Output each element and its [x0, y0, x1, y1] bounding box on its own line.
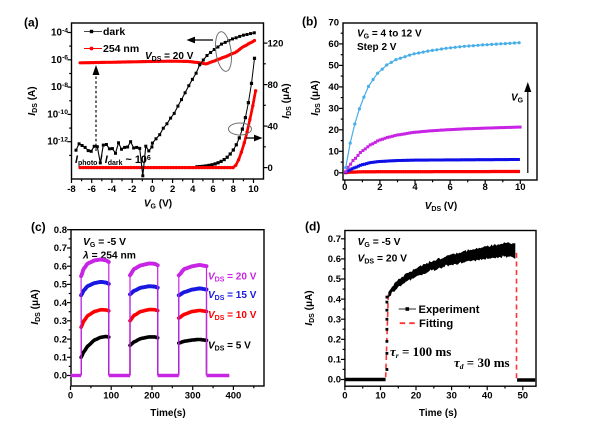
svg-text:2: 2 — [377, 182, 382, 193]
svg-text:VG = 4 to 12 V: VG = 4 to 12 V — [357, 29, 422, 41]
svg-text:-6: -6 — [87, 184, 95, 195]
svg-text:0.5: 0.5 — [328, 274, 342, 285]
svg-text:0.4: 0.4 — [54, 298, 68, 309]
svg-text:254 nm: 254 nm — [103, 43, 139, 55]
svg-text:Experiment: Experiment — [419, 304, 480, 316]
svg-text:τr = 100 ms: τr = 100 ms — [390, 344, 451, 360]
svg-text:VG: VG — [511, 93, 524, 105]
svg-text:0: 0 — [68, 390, 73, 401]
svg-text:-8: -8 — [67, 184, 75, 195]
svg-text:60: 60 — [328, 39, 339, 50]
svg-text:0.3: 0.3 — [54, 316, 67, 327]
svg-text:10: 10 — [375, 390, 386, 401]
svg-text:VG = -5 V: VG = -5 V — [358, 237, 401, 249]
svg-text:Iphoto / Idark ~ 106: Iphoto / Idark ~ 106 — [75, 154, 151, 167]
svg-text:8: 8 — [231, 184, 236, 195]
svg-text:VDS = 20 V: VDS = 20 V — [208, 272, 257, 284]
svg-text:Fitting: Fitting — [419, 318, 453, 330]
svg-text:Time (s): Time (s) — [419, 408, 457, 419]
svg-text:0.3: 0.3 — [328, 314, 341, 325]
svg-text:400: 400 — [225, 390, 241, 401]
svg-text:10-10: 10-10 — [47, 109, 68, 120]
svg-text:IDS (μA): IDS (μA) — [30, 289, 42, 324]
svg-text:IDS (μA): IDS (μA) — [310, 80, 322, 115]
svg-text:τd = 30 ms: τd = 30 ms — [454, 355, 510, 371]
svg-text:10-6: 10-6 — [51, 55, 68, 66]
svg-text:-4: -4 — [108, 184, 117, 195]
svg-text:IDS (μA): IDS (μA) — [304, 290, 316, 325]
svg-text:(c): (c) — [31, 220, 46, 234]
svg-text:20: 20 — [328, 125, 339, 136]
svg-text:0: 0 — [334, 168, 339, 179]
svg-text:VG = -5 V: VG = -5 V — [83, 237, 126, 249]
svg-text:0.1: 0.1 — [328, 355, 342, 366]
svg-text:VDS = 15 V: VDS = 15 V — [208, 290, 257, 302]
svg-text:6: 6 — [447, 182, 452, 193]
svg-text:80: 80 — [268, 80, 279, 91]
svg-text:200: 200 — [144, 390, 160, 401]
svg-text:0.0: 0.0 — [54, 371, 67, 382]
svg-text:IDS (μA): IDS (μA) — [281, 83, 293, 118]
svg-text:2: 2 — [170, 184, 175, 195]
svg-text:VDS = 20 V: VDS = 20 V — [145, 51, 194, 63]
svg-text:(b): (b) — [302, 15, 317, 29]
svg-text:100: 100 — [103, 390, 119, 401]
svg-text:50: 50 — [328, 61, 339, 72]
svg-text:0.7: 0.7 — [328, 234, 341, 245]
svg-text:0: 0 — [150, 184, 155, 195]
svg-text:VDS = 10 V: VDS = 10 V — [208, 310, 257, 322]
svg-text:0.5: 0.5 — [54, 280, 68, 291]
svg-text:-2: -2 — [128, 184, 136, 195]
svg-text:0: 0 — [342, 182, 347, 193]
svg-text:10: 10 — [248, 184, 259, 195]
svg-text:120: 120 — [268, 38, 284, 49]
svg-text:VG (V): VG (V) — [144, 199, 172, 211]
svg-text:λ = 254 nm: λ = 254 nm — [82, 251, 136, 262]
svg-text:30: 30 — [446, 390, 457, 401]
svg-text:dark: dark — [103, 26, 125, 38]
svg-text:0.6: 0.6 — [328, 254, 341, 265]
svg-text:0.6: 0.6 — [54, 261, 67, 272]
svg-text:300: 300 — [185, 390, 201, 401]
svg-text:20: 20 — [411, 390, 422, 401]
svg-text:4: 4 — [190, 184, 196, 195]
svg-text:(a): (a) — [24, 16, 39, 30]
svg-text:0.2: 0.2 — [328, 335, 341, 346]
svg-text:50: 50 — [518, 390, 529, 401]
svg-text:6: 6 — [210, 184, 215, 195]
svg-text:0.7: 0.7 — [54, 243, 67, 254]
svg-text:30: 30 — [328, 104, 339, 115]
svg-text:10-4: 10-4 — [51, 27, 68, 38]
svg-text:VDS = 20 V: VDS = 20 V — [358, 254, 408, 266]
svg-text:40: 40 — [328, 82, 339, 93]
svg-text:0.8: 0.8 — [54, 225, 67, 236]
svg-text:10: 10 — [515, 182, 526, 193]
svg-text:40: 40 — [482, 390, 493, 401]
svg-text:VDS = 5 V: VDS = 5 V — [208, 341, 251, 353]
svg-text:VDS (V): VDS (V) — [425, 201, 458, 213]
svg-text:IDS (A): IDS (A) — [27, 86, 39, 115]
svg-text:(d): (d) — [305, 220, 320, 234]
svg-text:0.1: 0.1 — [54, 353, 68, 364]
svg-text:40: 40 — [268, 121, 279, 132]
svg-text:4: 4 — [412, 182, 418, 193]
svg-text:Step 2 V: Step 2 V — [357, 42, 397, 53]
svg-text:0: 0 — [342, 390, 347, 401]
svg-text:8: 8 — [483, 182, 488, 193]
svg-text:10-8: 10-8 — [51, 82, 68, 93]
svg-text:10-12: 10-12 — [47, 137, 68, 148]
svg-text:0.0: 0.0 — [328, 375, 341, 386]
svg-text:0.2: 0.2 — [54, 334, 67, 345]
svg-text:Time(s): Time(s) — [150, 408, 185, 419]
svg-text:10: 10 — [328, 147, 339, 158]
svg-text:0: 0 — [268, 163, 273, 174]
svg-text:0.4: 0.4 — [328, 294, 342, 305]
svg-text:70: 70 — [328, 18, 339, 29]
